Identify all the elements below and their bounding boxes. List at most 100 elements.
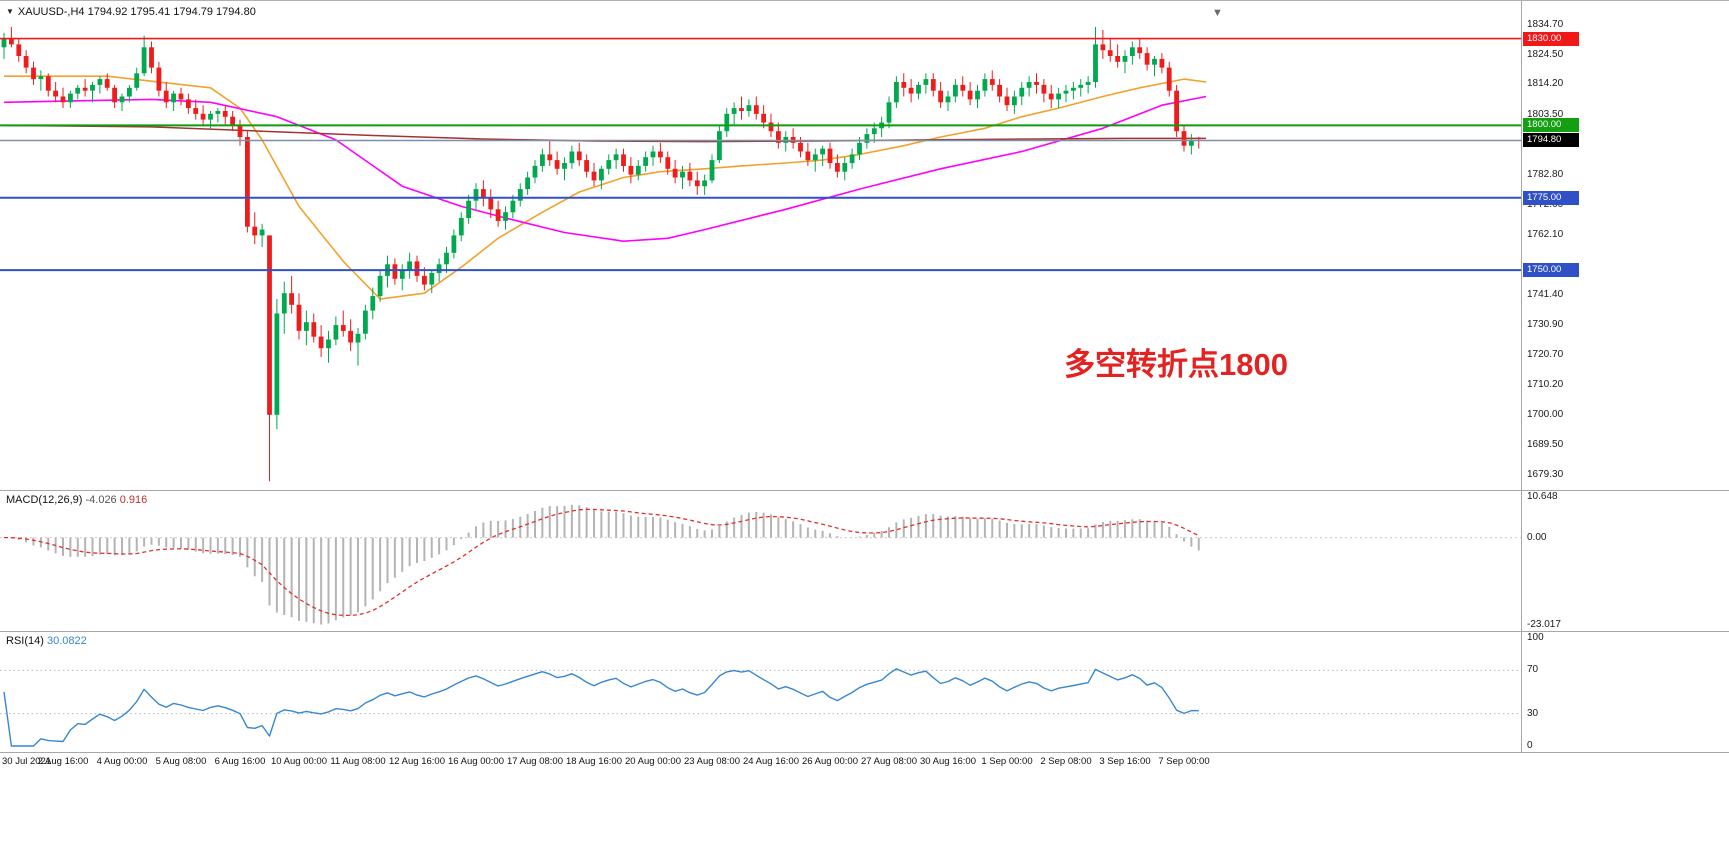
- candle-body: [68, 93, 73, 103]
- candle-body: [591, 171, 597, 181]
- candle-body: [222, 111, 228, 117]
- panel-separator[interactable]: [0, 490, 1729, 491]
- moving-average-lines-layer: [3, 75, 1207, 300]
- candle-body: [340, 325, 346, 331]
- candle-body: [178, 93, 184, 100]
- candle-body: [289, 293, 294, 305]
- time-axis-label: 6 Aug 16:00: [214, 756, 266, 767]
- candle-body: [812, 154, 818, 161]
- price-badge: 1750.00: [1523, 263, 1579, 278]
- macd-chart-canvas[interactable]: [0, 491, 1521, 631]
- candle-body: [38, 76, 44, 80]
- candle-body: [613, 154, 619, 161]
- candle-body: [16, 44, 22, 56]
- candle-body: [1189, 139, 1194, 146]
- rsi-value: 30.0822: [46, 635, 87, 647]
- rsi-axis[interactable]: 100 70 30 0: [1522, 632, 1728, 752]
- rsi-chart-canvas[interactable]: [0, 632, 1521, 752]
- price-axis-label: 1834.70: [1527, 19, 1564, 31]
- candle-body: [495, 209, 501, 221]
- candle-body: [1115, 56, 1120, 62]
- candle-body: [694, 180, 700, 187]
- rsi-line: [3, 668, 1199, 747]
- panel-separator[interactable]: [0, 631, 1729, 632]
- candle-body: [1034, 82, 1039, 85]
- horizontal-level-lines[interactable]: [0, 37, 1521, 272]
- macd-axis[interactable]: 10.648 0.00 -23.017: [1522, 491, 1728, 631]
- candle-body: [1122, 56, 1128, 62]
- candle-body: [753, 105, 759, 114]
- price-axis[interactable]: 1834.701824.501814.201803.501782.801772.…: [1522, 1, 1728, 490]
- candle-body: [1004, 96, 1010, 106]
- candle-body: [532, 165, 538, 178]
- candle-body: [628, 165, 634, 175]
- candle-body: [466, 200, 471, 219]
- candle-body: [886, 102, 892, 123]
- candle-body: [1078, 84, 1084, 88]
- candle-body: [407, 261, 412, 271]
- candle-body: [776, 131, 781, 143]
- candle-body: [1166, 67, 1172, 91]
- time-axis-label: 30 Jul 2021: [2, 756, 52, 767]
- macd-axis-label: -23.017: [1527, 618, 1561, 630]
- candle-body: [761, 113, 766, 123]
- candle-body: [1063, 90, 1069, 94]
- candle-body: [429, 273, 435, 285]
- candle-body: [997, 84, 1002, 97]
- candle-body: [127, 87, 132, 97]
- price-scale-separator: [1521, 1, 1522, 752]
- candle-body: [680, 171, 685, 178]
- candle-body: [355, 333, 361, 343]
- candle-body: [451, 235, 457, 253]
- ma-fast-orange: [4, 75, 1207, 300]
- candle-body: [1056, 93, 1061, 100]
- macd-axis-label: 10.648: [1527, 491, 1558, 503]
- time-axis-label: 27 Aug 08:00: [861, 756, 917, 767]
- candle-body: [540, 154, 545, 166]
- dropdown-arrow-icon[interactable]: ▼: [6, 7, 14, 16]
- candle-body: [104, 79, 110, 88]
- main-chart-canvas[interactable]: [0, 1, 1521, 490]
- candle-body: [208, 113, 213, 120]
- candle-body: [635, 165, 641, 175]
- candle-body: [1093, 44, 1098, 82]
- time-axis-labels: 30 Jul 2021 2 Aug 16:00 4 Aug 00:00 5 Aug 0…: [0, 753, 1521, 777]
- panel-separator[interactable]: [0, 752, 1729, 753]
- candle-body: [1137, 47, 1143, 54]
- candle-body: [724, 113, 730, 132]
- candle-body: [1, 38, 7, 48]
- candle-body: [82, 87, 88, 91]
- price-axis-label: 1762.10: [1527, 229, 1564, 241]
- price-axis-label: 1679.30: [1527, 468, 1564, 480]
- candle-body: [237, 125, 243, 137]
- candle-body: [562, 163, 567, 169]
- time-axis-label: 2 Sep 08:00: [1040, 756, 1092, 767]
- price-axis-label: 1710.20: [1527, 379, 1564, 391]
- candle-body: [141, 47, 147, 74]
- candle-body: [1085, 82, 1091, 85]
- chart-shift-marker[interactable]: ▼: [1212, 7, 1223, 19]
- price-badge: 1794.80: [1523, 133, 1579, 148]
- price-badge: 1830.00: [1523, 31, 1579, 46]
- candle-body: [75, 87, 81, 94]
- price-axis-label: 1689.50: [1527, 439, 1564, 451]
- candle-body: [392, 264, 398, 279]
- candle-body: [702, 180, 707, 187]
- candle-body: [481, 189, 486, 198]
- candle-body: [370, 296, 376, 311]
- macd-histogram: [10, 504, 1200, 625]
- candle-body: [1071, 87, 1076, 91]
- time-axis-label: 7 Sep 00:00: [1158, 756, 1210, 767]
- candle-body: [1159, 58, 1165, 68]
- candle-body: [422, 275, 427, 285]
- rsi-axis-label: 0: [1527, 740, 1533, 751]
- candle-body: [473, 189, 479, 201]
- time-axis-label: 5 Aug 08:00: [155, 756, 207, 767]
- candle-body: [259, 229, 265, 236]
- candle-body: [333, 325, 339, 340]
- candle-body: [1048, 93, 1054, 100]
- candle-body: [849, 154, 855, 164]
- candle-body: [547, 154, 553, 161]
- time-axis[interactable]: 30 Jul 2021 2 Aug 16:00 4 Aug 00:00 5 Aug 0…: [0, 753, 1729, 777]
